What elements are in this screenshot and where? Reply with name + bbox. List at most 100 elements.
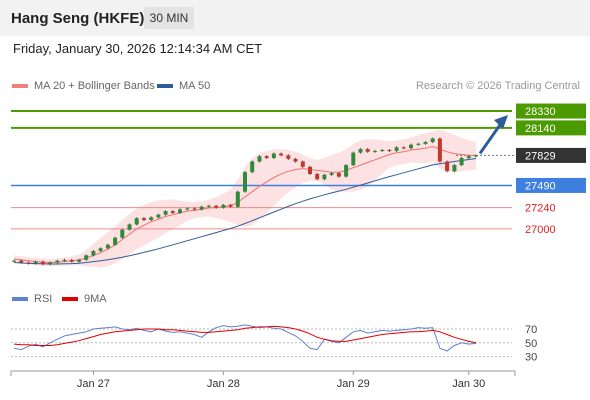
x-tick-label: Jan 27 xyxy=(77,378,110,390)
candle xyxy=(134,218,139,225)
research-credit: Research © 2026 Trading Central xyxy=(415,80,580,92)
candle xyxy=(373,150,377,152)
candle xyxy=(315,173,320,180)
x-tick-label: Jan 28 xyxy=(207,378,240,390)
level-label-28140: 28140 xyxy=(525,123,556,135)
level-tag-27829 xyxy=(516,147,586,163)
candle xyxy=(170,211,175,213)
candle xyxy=(235,191,240,207)
candle xyxy=(300,161,305,167)
rsi-tick-label: 30 xyxy=(525,352,537,364)
candle xyxy=(423,142,428,144)
legend-ma50: MA 50 xyxy=(157,80,210,92)
candle xyxy=(91,251,96,256)
candle xyxy=(416,143,421,145)
candle xyxy=(243,172,247,192)
candle xyxy=(336,173,341,177)
candle xyxy=(365,149,370,152)
candle xyxy=(199,206,204,210)
legend-ma20: MA 20 + Bollinger Bands xyxy=(12,80,155,92)
ma20-line xyxy=(13,145,477,264)
timeframe-badge[interactable]: 30 MIN xyxy=(144,7,194,29)
candle xyxy=(466,156,471,158)
legend-rsi: RSI xyxy=(12,293,52,305)
candle xyxy=(149,217,154,220)
candle xyxy=(394,147,399,151)
candle xyxy=(445,161,450,172)
legend-swatch xyxy=(12,84,28,89)
rsi-tick-label: 70 xyxy=(525,324,537,336)
candle xyxy=(55,260,60,263)
candle xyxy=(380,150,385,151)
candle xyxy=(279,153,284,156)
candle xyxy=(69,259,74,262)
legend-label: MA 50 xyxy=(179,80,211,92)
legend-swatch xyxy=(157,84,173,89)
candle xyxy=(409,144,413,149)
candle xyxy=(401,147,406,149)
candle xyxy=(84,255,89,260)
candle xyxy=(437,138,442,162)
level-label-28330: 28330 xyxy=(525,106,556,118)
candle xyxy=(163,211,168,215)
candle xyxy=(322,174,327,180)
legend-label: MA 20 + Bollinger Bands xyxy=(34,80,155,92)
level-tag-28330 xyxy=(516,103,586,119)
level-label-27829: 27829 xyxy=(525,150,556,162)
bollinger-band xyxy=(14,129,476,268)
candle xyxy=(214,205,219,208)
legend-swatch xyxy=(12,297,28,302)
candle xyxy=(178,209,182,213)
candle xyxy=(351,152,356,166)
candle xyxy=(264,156,269,158)
candle xyxy=(358,149,363,153)
candle xyxy=(40,261,45,265)
candle xyxy=(344,165,349,177)
candle xyxy=(98,248,103,251)
candle xyxy=(271,153,276,158)
candle xyxy=(185,208,190,210)
rsi-line xyxy=(13,324,477,352)
candle xyxy=(62,259,67,261)
legend-rsi-ma: 9MA xyxy=(62,293,107,305)
candle xyxy=(474,155,478,157)
candle xyxy=(430,138,435,142)
legend-label: 9MA xyxy=(84,293,107,305)
header-bar: Hang Seng (HKFE) 30 MIN xyxy=(0,0,590,36)
candle xyxy=(120,229,125,238)
candle xyxy=(329,173,334,175)
instrument-title: Hang Seng (HKFE) xyxy=(11,10,145,27)
ma50-line xyxy=(13,158,477,265)
x-tick-label: Jan 30 xyxy=(452,378,485,390)
legend-label: RSI xyxy=(34,293,53,305)
candle xyxy=(293,158,298,162)
candle xyxy=(19,260,24,263)
level-label-27000: 27000 xyxy=(525,224,556,236)
level-tag-27490 xyxy=(516,177,586,193)
candle xyxy=(26,262,31,264)
candle xyxy=(250,161,255,173)
level-label-27240: 27240 xyxy=(525,203,556,215)
candle xyxy=(228,204,233,207)
candle xyxy=(452,165,457,172)
candle xyxy=(192,208,197,210)
candle xyxy=(113,237,118,245)
rsi-ma-line xyxy=(13,325,477,346)
candle xyxy=(156,214,161,218)
rsi-tick-label: 50 xyxy=(525,338,537,350)
level-label-27490: 27490 xyxy=(525,180,556,192)
candle xyxy=(12,260,16,262)
candle xyxy=(459,158,464,166)
target-arrow-head xyxy=(494,115,508,130)
candle xyxy=(77,259,81,262)
candle xyxy=(127,224,132,230)
datetime-label: Friday, January 30, 2026 12:14:34 AM CET xyxy=(13,41,263,56)
candle xyxy=(33,261,38,264)
candle xyxy=(257,156,262,162)
level-tag-28140 xyxy=(516,120,586,136)
candle xyxy=(308,166,312,174)
candle xyxy=(105,244,110,249)
candle xyxy=(387,150,392,151)
candle xyxy=(142,218,146,220)
